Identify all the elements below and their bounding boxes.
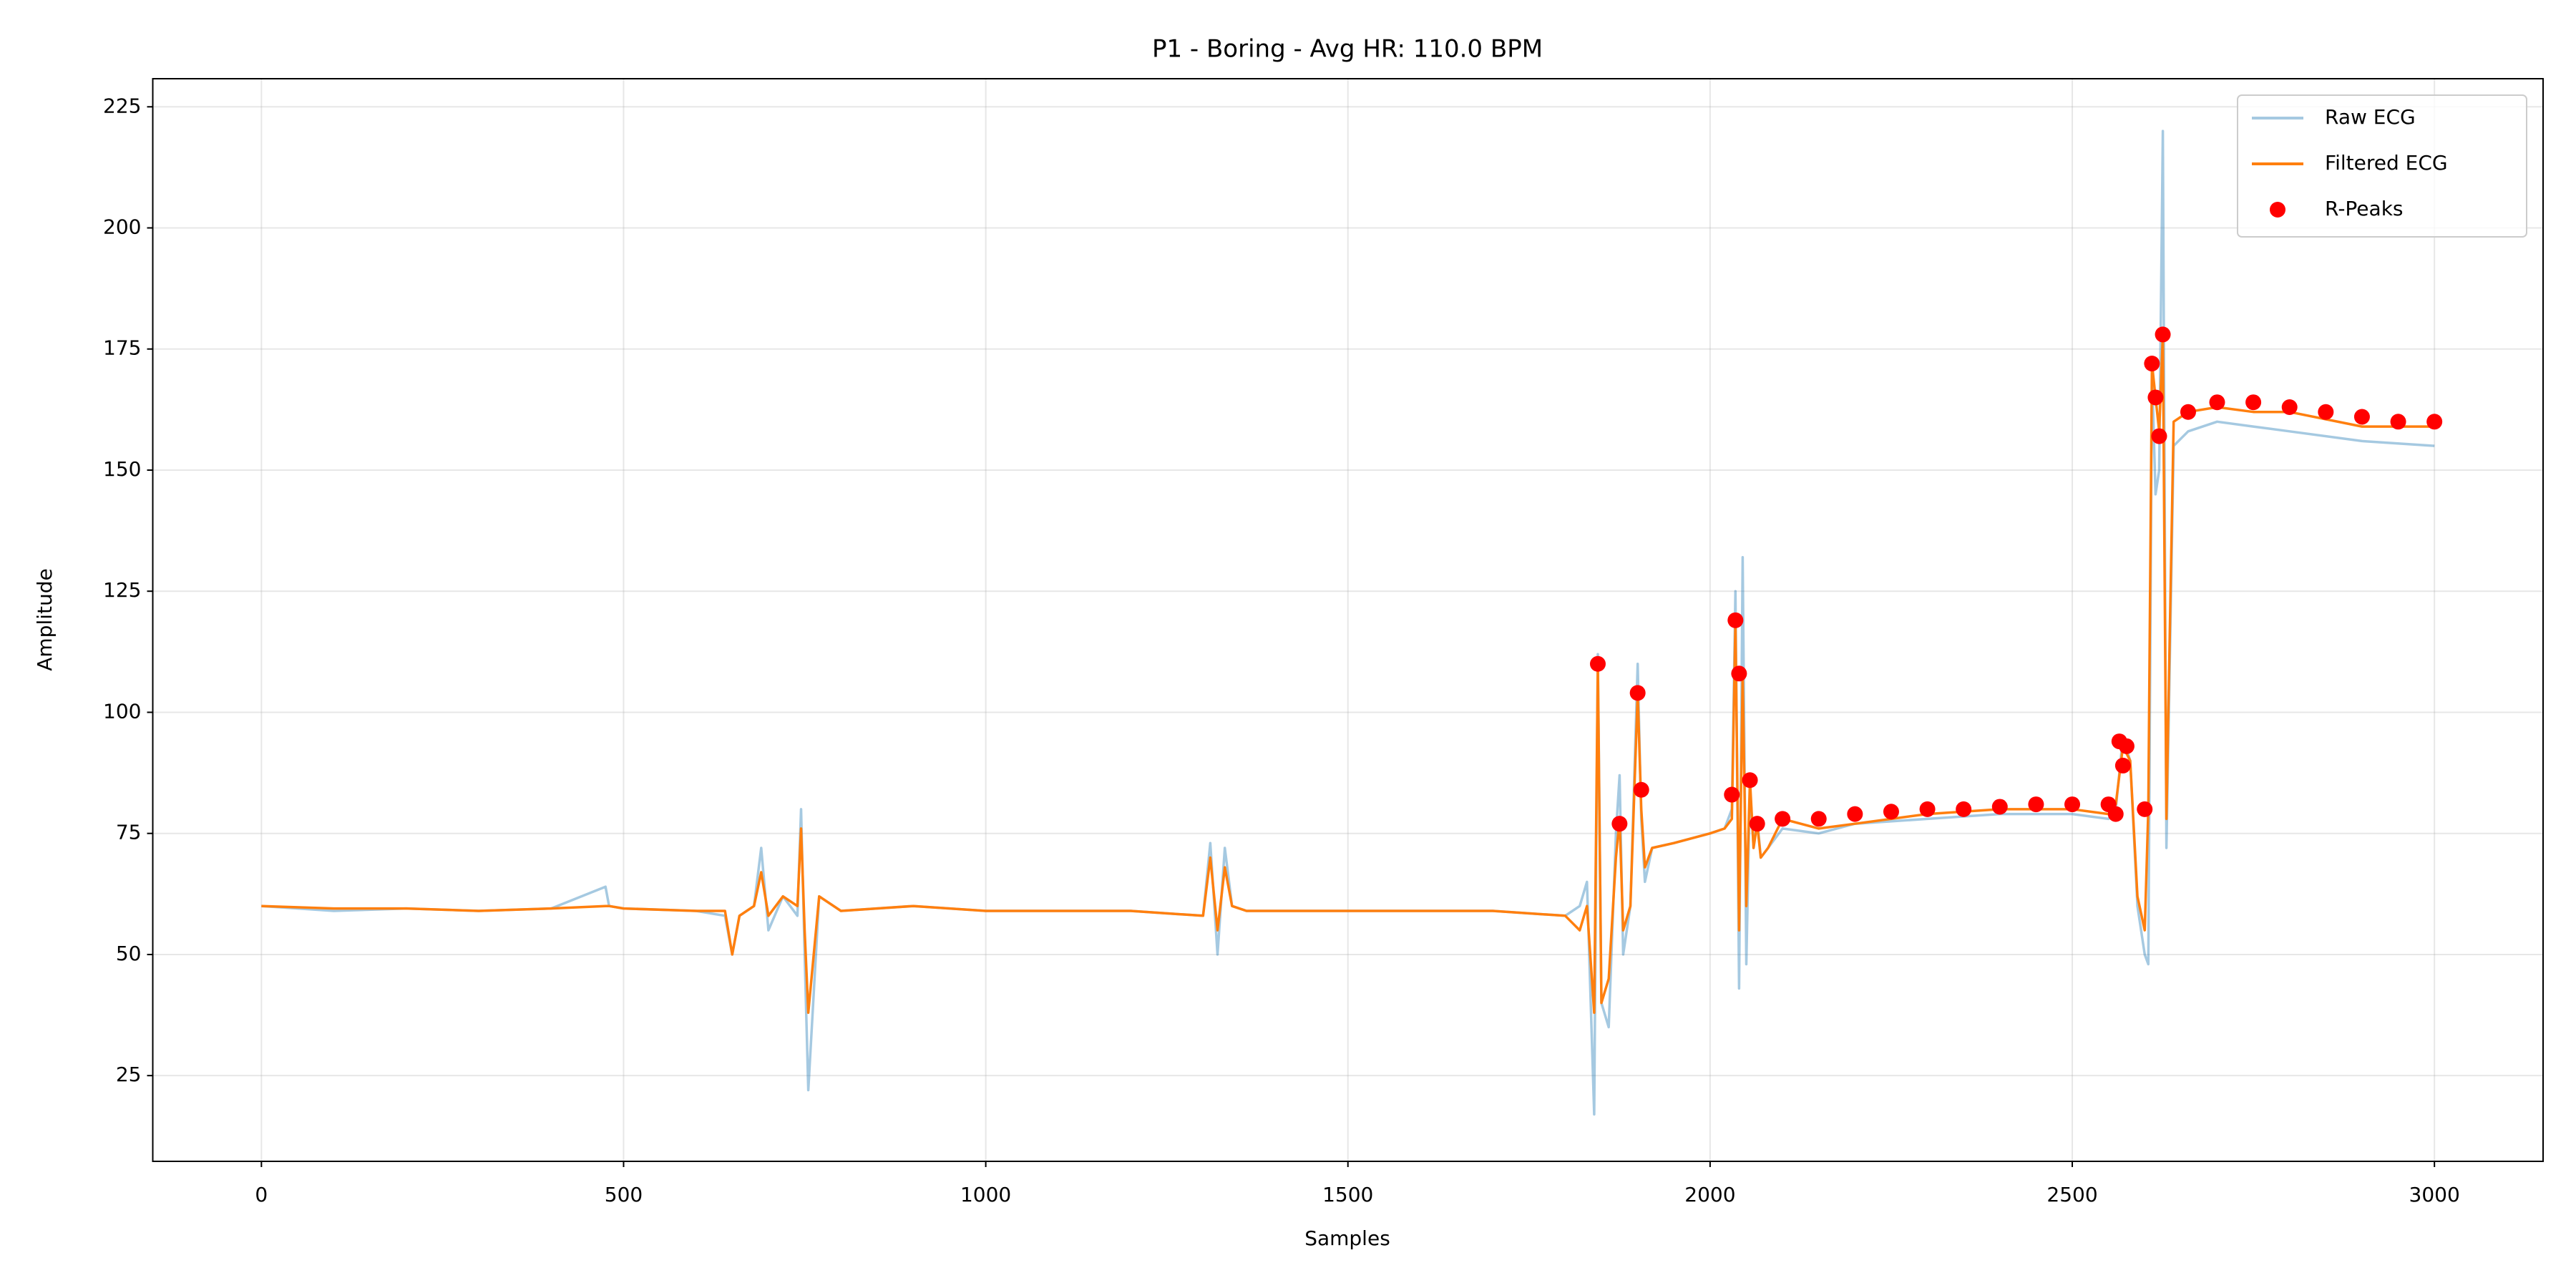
y-tick-label: 25 [116, 1063, 142, 1086]
y-axis-label: Amplitude [33, 568, 57, 671]
r-peak [2281, 399, 2298, 415]
y-tick-label: 175 [103, 336, 141, 360]
r-peak [1883, 804, 1899, 820]
x-tick-label: 1000 [960, 1183, 1011, 1206]
r-peak [2390, 414, 2406, 430]
r-peak [2426, 414, 2443, 430]
r-peak [1847, 806, 1863, 822]
r-peak [2114, 757, 2131, 774]
r-peak [2064, 796, 2081, 813]
r-peak [1775, 811, 1791, 827]
r-peak [1629, 685, 1646, 701]
r-peak [1724, 786, 1740, 803]
y-tick-label: 100 [103, 699, 141, 723]
y-tick-label: 125 [103, 578, 141, 602]
r-peak [1727, 612, 1744, 628]
x-tick-label: 0 [255, 1183, 268, 1206]
legend-label: Raw ECG [2325, 105, 2416, 129]
r-peak [1956, 801, 1972, 817]
x-tick-label: 2500 [2046, 1183, 2097, 1206]
r-peak [1611, 816, 1628, 832]
r-peak [2151, 428, 2167, 444]
r-peak [2144, 356, 2160, 372]
r-peak [1633, 781, 1649, 798]
legend-label: R-Peaks [2325, 197, 2404, 220]
y-tick-label: 200 [103, 215, 141, 239]
plot-frame [152, 78, 2544, 1162]
x-tick-label: 2000 [1684, 1183, 1735, 1206]
r-peak [1991, 799, 2008, 815]
x-tick-label: 1500 [1322, 1183, 1373, 1206]
y-tick-label: 150 [103, 457, 141, 481]
legend-box [2237, 94, 2527, 238]
r-peak [2318, 404, 2334, 420]
y-tick-label: 50 [116, 942, 142, 965]
r-peak [2155, 326, 2171, 343]
r-peak [2180, 404, 2196, 420]
y-tick-label: 75 [116, 821, 142, 844]
x-tick-label: 500 [605, 1183, 643, 1206]
r-peak [2245, 394, 2262, 411]
r-peak [1810, 811, 1827, 827]
r-peak [2137, 801, 2153, 817]
legend-label: Filtered ECG [2325, 151, 2448, 175]
r-peak [2028, 796, 2044, 813]
r-peak [1919, 801, 1936, 817]
r-peak [1742, 772, 1758, 789]
r-peak [1589, 655, 1606, 672]
r-peak [2118, 738, 2135, 754]
r-peak [2209, 394, 2225, 411]
r-peak [2107, 806, 2124, 822]
r-peak [2353, 409, 2370, 425]
x-axis-label: Samples [1304, 1226, 1390, 1250]
legend-marker [2270, 202, 2285, 218]
y-tick-label: 225 [103, 94, 141, 117]
x-tick-label: 3000 [2409, 1183, 2460, 1206]
r-peak [1731, 665, 1747, 682]
chart-title: P1 - Boring - Avg HR: 110.0 BPM [1152, 35, 1543, 64]
r-peak [2147, 389, 2164, 406]
r-peak [1749, 816, 1765, 832]
